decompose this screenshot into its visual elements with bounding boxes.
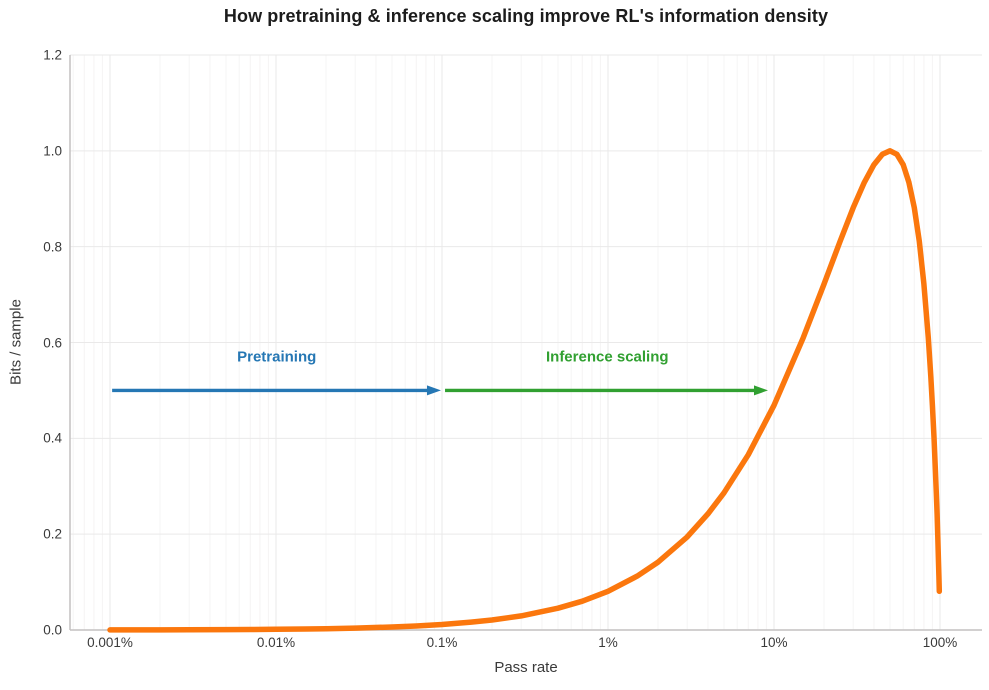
x-tick-label: 1% xyxy=(598,635,618,650)
x-tick-label: 0.1% xyxy=(426,635,458,650)
x-tick-label: 100% xyxy=(922,635,958,650)
annotation-arrowhead-0 xyxy=(426,385,441,396)
chart-title: How pretraining & inference scaling impr… xyxy=(223,6,829,26)
y-axis-title: Bits / sample xyxy=(7,299,25,385)
annotation-label-pretraining: Pretraining xyxy=(237,348,317,366)
entropy-curve xyxy=(107,148,943,633)
y-tick-label: 0.8 xyxy=(43,239,62,255)
y-tick-label: 1.0 xyxy=(43,143,62,159)
x-tick-label: 0.001% xyxy=(87,635,133,650)
y-tick-label: 1.2 xyxy=(43,47,62,63)
x-tick-label: 0.01% xyxy=(256,635,296,650)
x-tick-label: 10% xyxy=(760,635,788,650)
annotation-label-inference-scaling: Inference scaling xyxy=(545,348,669,366)
annotation-arrowhead-1 xyxy=(753,385,768,396)
y-tick-label: 0.2 xyxy=(43,526,62,542)
y-tick-label: 0.0 xyxy=(43,622,62,638)
y-tick-label: 0.4 xyxy=(43,430,62,446)
y-tick-label: 0.6 xyxy=(43,335,62,350)
x-axis-title: Pass rate xyxy=(494,659,558,676)
